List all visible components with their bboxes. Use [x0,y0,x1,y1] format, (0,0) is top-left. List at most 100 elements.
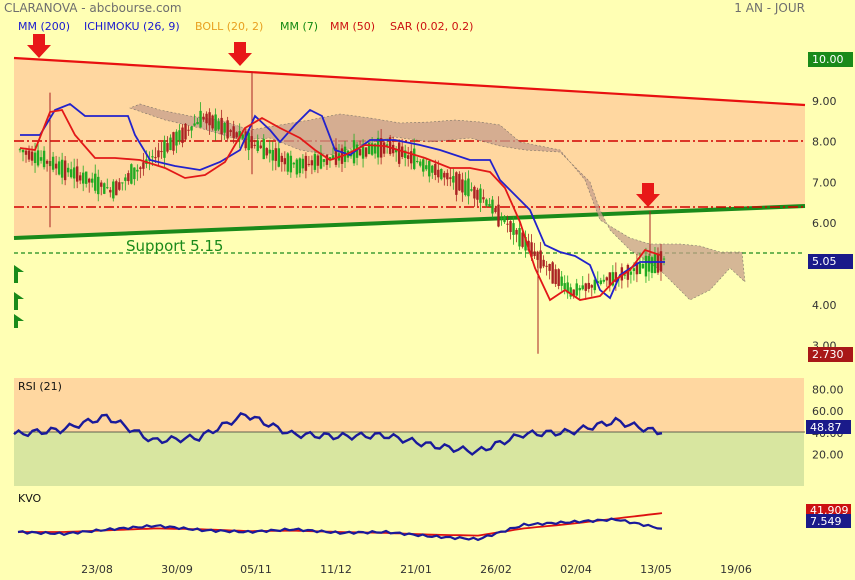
candle-body [548,263,551,271]
candle-body [139,167,142,169]
candle-body [66,167,70,173]
candle-body [551,262,554,284]
candle-body [422,159,425,172]
candle-body [259,145,262,149]
candle-body [199,110,202,128]
legend-item-mm200: MM (200) [18,20,71,33]
candle-body [100,182,103,187]
candle-body [103,183,106,194]
candle-body [629,271,633,275]
candle-body [238,131,241,139]
candle-body [274,148,277,161]
candle-body [72,167,76,179]
kvo-main-tag-box [806,514,851,528]
x-tick-label: 23/08 [81,563,113,576]
candle-body [175,131,178,146]
candle-body [407,155,410,159]
x-tick-label: 02/04 [560,563,592,576]
candle-body [322,159,326,162]
candle-body [310,160,314,166]
candle-body [88,178,91,183]
candle-body [506,223,509,225]
candle-body [539,250,542,269]
candle-body [151,156,154,158]
candle-body [431,165,434,173]
candle-body [419,161,422,166]
candle-body [376,137,380,158]
candle-body [446,172,449,180]
candle-body [509,221,512,232]
candle-body [449,177,452,179]
candle-body [584,283,587,291]
x-tick-label: 26/02 [480,563,512,576]
candle-body [488,204,491,207]
candle-body [443,172,446,178]
candle-body [286,153,290,172]
mm50-line [19,109,661,302]
support-label: Support 5.15 [126,237,223,255]
candle-body [97,176,100,195]
up-arrow-marker-2 [14,292,24,310]
candle-body [69,169,73,178]
candle-body [124,177,127,181]
candle-body [325,154,329,165]
candle-body [599,280,603,285]
candle-body [470,189,473,191]
candle-body [452,176,455,183]
candle-body [24,150,28,155]
price-tick-label: 4.00 [812,299,837,312]
rsi-tick-label: 80.00 [812,384,844,397]
candle-body [524,237,527,251]
candle-body [172,132,175,151]
candle-body [271,149,274,161]
candle-body [593,279,596,291]
kvo-signal-tag-box [806,504,851,517]
candle-body [127,173,130,182]
candle-body [106,187,109,189]
candle-body [21,149,25,153]
rsi-upper-zone [14,378,804,432]
candle-body [364,147,368,157]
candle-body [319,152,323,169]
candle-body [467,178,470,197]
candle-body [373,143,377,154]
candle-body [464,180,467,196]
candle-body [461,179,464,193]
rsi-lower-zone [14,432,804,486]
candle-body [307,163,311,165]
kvo-signal-tag: 41.909 [810,504,849,517]
candle-body [581,285,584,290]
candle-body [190,126,193,131]
candle-body [367,142,371,155]
candle-body [656,254,660,273]
candle-body [193,123,196,126]
candle-body [142,162,145,169]
period-selector[interactable]: 1 AN - JOUR [734,1,805,15]
candle-body [566,282,569,294]
candle-body [587,282,590,289]
candle-body [18,149,22,151]
candle-body [611,272,615,286]
candle-body [57,161,61,175]
candle-body [491,199,494,214]
rsi-tag-box [806,420,851,434]
candle-body [647,256,651,272]
candle-body [614,272,618,282]
x-tick-label: 05/11 [240,563,272,576]
candle-body [217,121,220,130]
candle-body [485,199,488,206]
price-axis: 9.008.007.006.005.004.003.00 [812,95,837,353]
candle-body [632,268,636,272]
candle-body [515,229,518,235]
candle-body [232,126,235,139]
rsi-tick-label: 20.00 [812,448,844,461]
candle-body [388,137,392,154]
candle-body [112,181,115,199]
candle-body [623,274,627,276]
channel-fill [14,58,805,238]
candle-body [196,122,199,125]
legend-item-boll: BOLL (20, 2) [195,20,264,33]
price-panel: Support 5.15 9.008.007.006.005.004.003.0… [13,34,853,362]
candle-body [91,178,94,183]
